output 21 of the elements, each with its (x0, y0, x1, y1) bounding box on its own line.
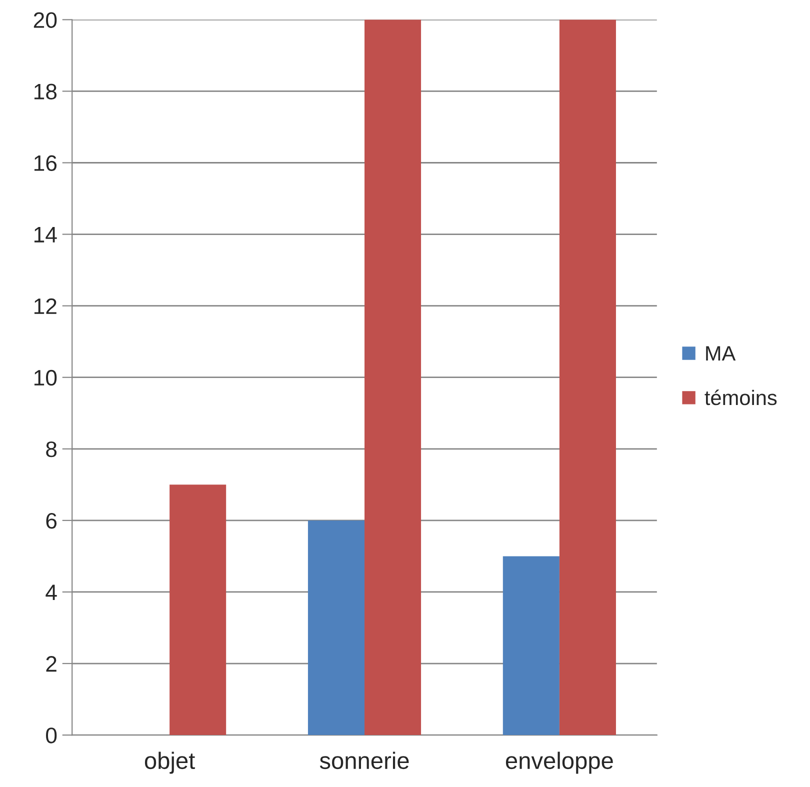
y-tick-label: 20 (34, 12, 57, 28)
bar (308, 520, 364, 736)
y-tick-label: 0 (46, 728, 57, 744)
y-tick-label: 2 (46, 656, 56, 672)
y-tick-label: 8 (46, 441, 57, 458)
y-tick-label: 16 (34, 155, 57, 172)
y-tick-label: 18 (34, 84, 57, 100)
bar (502, 556, 560, 736)
bar (364, 20, 422, 736)
y-tick-label: 4 (46, 584, 57, 600)
legend-label: MA (706, 346, 736, 361)
x-tick-label: objet (144, 752, 195, 774)
y-tick-label: 12 (34, 298, 56, 314)
x-tick-label: enveloppe (506, 752, 613, 774)
y-tick-label: 6 (46, 512, 57, 529)
y-tick-label: 14 (34, 227, 57, 242)
x-tick-label: sonnerie (320, 752, 409, 770)
bar (170, 484, 226, 736)
y-tick-label: 10 (34, 370, 57, 386)
bar (559, 20, 616, 736)
legend-label: témoins (704, 390, 777, 406)
